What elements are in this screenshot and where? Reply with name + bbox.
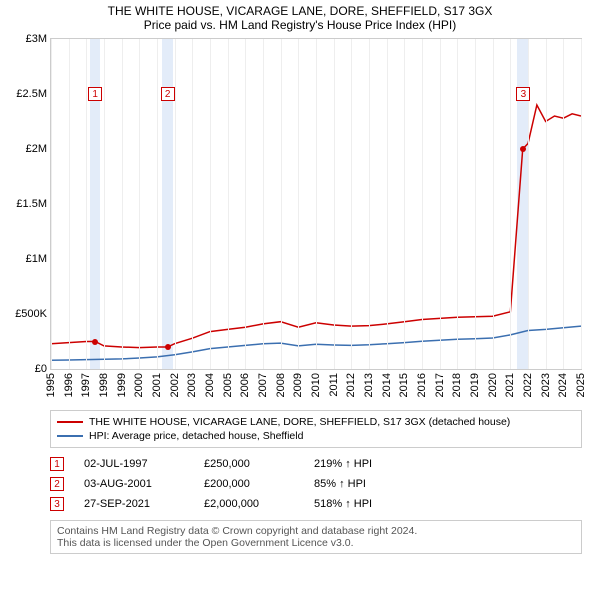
sales-row: 3 27-SEP-2021 £2,000,000 518% ↑ HPI (50, 494, 582, 514)
x-tick-label: 2023 (540, 373, 552, 397)
y-tick-label: £3M (26, 33, 47, 45)
chart-container: THE WHITE HOUSE, VICARAGE LANE, DORE, SH… (0, 0, 600, 554)
x-tick-label: 2025 (575, 373, 587, 397)
sales-date: 27-SEP-2021 (84, 498, 184, 510)
x-tick-label: 1999 (116, 373, 128, 397)
x-tick-label: 2024 (557, 373, 569, 397)
sales-price: £250,000 (204, 458, 294, 470)
x-tick-label: 1997 (80, 373, 92, 397)
sales-date: 03-AUG-2001 (84, 478, 184, 490)
x-tick-label: 2011 (328, 373, 340, 397)
legend-item: THE WHITE HOUSE, VICARAGE LANE, DORE, SH… (57, 415, 575, 429)
sales-marker: 1 (50, 457, 64, 471)
x-tick-label: 2015 (398, 373, 410, 397)
x-tick-label: 2010 (310, 373, 322, 397)
y-tick-label: £0 (35, 363, 47, 375)
x-tick-label: 2019 (469, 373, 481, 397)
x-tick-label: 1996 (63, 373, 75, 397)
x-tick-label: 2001 (151, 373, 163, 397)
x-tick-label: 2013 (363, 373, 375, 397)
legend-item: HPI: Average price, detached house, Shef… (57, 429, 575, 443)
x-tick-label: 2012 (345, 373, 357, 397)
sales-row: 2 03-AUG-2001 £200,000 85% ↑ HPI (50, 474, 582, 494)
x-tick-label: 2008 (275, 373, 287, 397)
sales-table: 1 02-JUL-1997 £250,000 219% ↑ HPI 2 03-A… (50, 454, 582, 514)
sales-price: £2,000,000 (204, 498, 294, 510)
x-tick-label: 2022 (522, 373, 534, 397)
chart-title: THE WHITE HOUSE, VICARAGE LANE, DORE, SH… (0, 4, 600, 18)
legend: THE WHITE HOUSE, VICARAGE LANE, DORE, SH… (50, 410, 582, 448)
sale-point-dot (165, 344, 171, 350)
x-tick-label: 2014 (381, 373, 393, 397)
sales-price: £200,000 (204, 478, 294, 490)
x-tick-label: 2007 (257, 373, 269, 397)
x-tick-label: 2004 (204, 373, 216, 397)
y-tick-label: £2.5M (16, 88, 47, 100)
sales-row: 1 02-JUL-1997 £250,000 219% ↑ HPI (50, 454, 582, 474)
x-tick-label: 2016 (416, 373, 428, 397)
x-tick-label: 2017 (434, 373, 446, 397)
sale-marker-box: 1 (88, 87, 102, 101)
sale-marker-box: 2 (161, 87, 175, 101)
y-tick-label: £1M (26, 253, 47, 265)
legend-label: THE WHITE HOUSE, VICARAGE LANE, DORE, SH… (89, 416, 510, 428)
y-tick-label: £500K (15, 308, 47, 320)
sales-date: 02-JUL-1997 (84, 458, 184, 470)
footer: Contains HM Land Registry data © Crown c… (50, 520, 582, 554)
legend-label: HPI: Average price, detached house, Shef… (89, 430, 303, 442)
x-tick-label: 2018 (451, 373, 463, 397)
y-tick-label: £1.5M (16, 198, 47, 210)
sales-hpi: 85% ↑ HPI (314, 478, 404, 490)
sale-marker-box: 3 (516, 87, 530, 101)
x-tick-label: 2009 (292, 373, 304, 397)
x-tick-label: 2006 (239, 373, 251, 397)
legend-swatch (57, 421, 83, 423)
footer-line: Contains HM Land Registry data © Crown c… (57, 525, 575, 537)
sale-point-dot (92, 339, 98, 345)
x-tick-label: 2020 (487, 373, 499, 397)
x-tick-label: 1995 (45, 373, 57, 397)
y-tick-label: £2M (26, 143, 47, 155)
sales-hpi: 518% ↑ HPI (314, 498, 404, 510)
footer-line: This data is licensed under the Open Gov… (57, 537, 575, 549)
sale-point-dot (520, 146, 526, 152)
sales-hpi: 219% ↑ HPI (314, 458, 404, 470)
sales-marker: 2 (50, 477, 64, 491)
x-tick-label: 2005 (222, 373, 234, 397)
x-tick-label: 2002 (169, 373, 181, 397)
x-tick-label: 2021 (504, 373, 516, 397)
sales-marker: 3 (50, 497, 64, 511)
x-tick-label: 2000 (133, 373, 145, 397)
title-block: THE WHITE HOUSE, VICARAGE LANE, DORE, SH… (0, 0, 600, 34)
x-tick-label: 1998 (98, 373, 110, 397)
plot-area: 1995199619971998199920002001200220032004… (50, 38, 582, 370)
chart-subtitle: Price paid vs. HM Land Registry's House … (0, 18, 600, 32)
x-tick-label: 2003 (186, 373, 198, 397)
legend-swatch (57, 435, 83, 437)
